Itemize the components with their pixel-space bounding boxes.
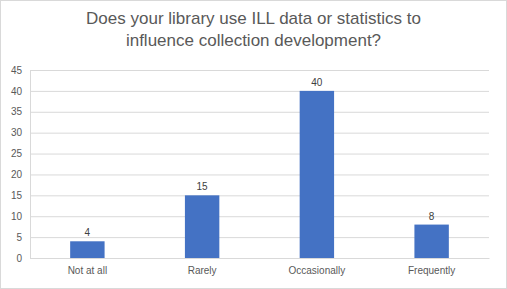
y-tick-label: 20 [11,169,23,180]
grid-line [30,133,489,134]
grid-line [30,154,489,155]
data-label: 4 [85,227,91,238]
x-axis-line [31,258,490,259]
y-tick: 35 [11,106,489,117]
y-tick-label: 15 [11,190,23,201]
y-tick: 25 [11,148,489,159]
y-tick-label: 30 [11,127,23,138]
grid-line [30,91,489,92]
x-tick-label: Frequently [408,265,455,276]
y-tick-label: 45 [11,65,23,76]
x-tick-label: Rarely [188,265,217,276]
x-tick-label: Not at all [68,265,107,276]
chart: Does your library use ILL data or statis… [0,0,507,289]
grid-line [30,112,489,113]
bar [185,195,219,258]
bar [300,91,334,258]
y-tick: 45 [11,65,489,76]
y-tick-label: 35 [11,106,23,117]
y-tick: 20 [11,169,489,180]
x-tick: Frequently [408,265,455,276]
y-tick: 30 [11,127,489,138]
bars [70,91,449,258]
grid-line [30,70,489,71]
data-labels: 4 15 40 8 [85,77,435,238]
bar [70,241,104,258]
title-line: Does your library use ILL data or statis… [86,9,421,28]
grid-line [30,216,489,217]
y-tick-label: 10 [11,211,23,222]
title-line: influence collection development? [126,31,381,50]
bar [414,225,448,258]
y-axis-line [31,71,490,259]
x-tick-label: Occasionally [289,265,346,276]
y-tick: 40 [11,86,489,97]
y-tick-label: 0 [16,253,22,264]
grid-line [30,258,489,259]
title: Does your library use ILL data or statis… [86,9,421,50]
x-tick: Occasionally [289,265,346,276]
data-label: 40 [311,77,323,88]
chart-frame [1,1,507,289]
grid-line [30,195,489,196]
data-label: 8 [429,211,435,222]
y-axis: 0 5 10 15 20 25 30 35 40 45 [11,65,489,264]
grid-line [30,174,489,175]
y-tick-label: 25 [11,148,23,159]
y-tick: 10 [11,211,489,222]
y-tick-label: 5 [16,232,22,243]
x-axis: Not at all Rarely Occasionally Frequently [31,259,490,277]
y-tick: 15 [11,190,489,201]
data-label: 15 [197,181,209,192]
x-tick: Rarely [188,265,217,276]
y-tick-label: 40 [11,86,23,97]
x-tick: Not at all [68,265,107,276]
